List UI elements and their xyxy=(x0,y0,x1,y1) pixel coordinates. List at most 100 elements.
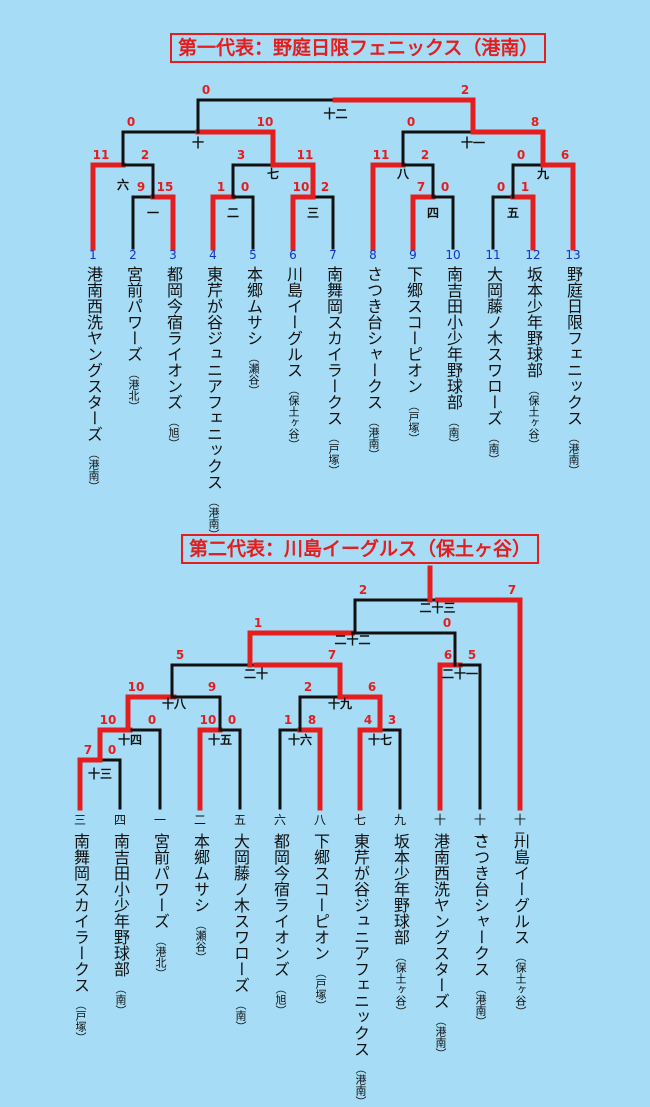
match-三-left-score: 10 xyxy=(293,180,310,194)
team-ward: （戸塚） xyxy=(407,400,420,444)
team-name: 東芹が谷ジュニアフェニックス xyxy=(351,833,370,1057)
team-ward: （旭） xyxy=(274,983,287,1016)
team-name: 港南西洗ヤングスターズ xyxy=(84,266,103,442)
bracket2-team-5-slot: 五 xyxy=(233,813,246,827)
team-ward: （南） xyxy=(447,416,460,449)
match-十八-number: 十八 xyxy=(162,696,187,711)
match-二-right-score: 0 xyxy=(241,180,249,194)
bracket1-team-1-name: 港南西洗ヤングスターズ （港南） xyxy=(84,266,103,492)
team-ward: （保土ヶ谷） xyxy=(287,384,300,450)
second-representative-banner: 第二代表：川島イーグルス（保土ヶ谷） xyxy=(181,534,540,564)
bracket2-team-6-name: 都岡今宿ライオンズ （旭） xyxy=(271,833,290,1016)
match-十四-left-score: 10 xyxy=(100,713,117,727)
match-十四-right-score: 0 xyxy=(148,713,156,727)
match-六-right-score: 2 xyxy=(141,148,149,162)
team-ward: （保土ヶ谷） xyxy=(394,951,407,1017)
team-ward: （港南） xyxy=(207,496,220,540)
match-七-number: 七 xyxy=(267,167,279,181)
bracket1-team-10-name: 南吉田小少年野球部 （南） xyxy=(444,266,463,449)
team-ward: （旭） xyxy=(167,416,180,449)
match-四-left-score: 7 xyxy=(417,180,425,194)
match-三-number: 三 xyxy=(307,206,319,220)
bracket2-team-9-slot: 九 xyxy=(393,813,406,827)
match-十一-right-score: 8 xyxy=(531,115,539,129)
bracket1-team-12-name: 坂本少年野球部 （保土ヶ谷） xyxy=(524,266,543,450)
match-十-number: 十 xyxy=(192,135,204,150)
match-十-left-score: 0 xyxy=(127,115,135,129)
match-二十二-number: 二十二 xyxy=(334,632,370,647)
bracket1-team-2-seed: 2 xyxy=(129,248,137,262)
team-name: 南吉田小少年野球部 xyxy=(444,266,463,410)
match-十二-right-score: 2 xyxy=(461,83,469,97)
match-二十一-left-score: 6 xyxy=(444,648,452,662)
team-name: 東芹が谷ジュニアフェニックス xyxy=(204,266,223,490)
match-十-right-score: 10 xyxy=(257,115,274,129)
team-ward: （保土ヶ谷） xyxy=(514,951,527,1017)
team-name: 大岡藤ノ木スワローズ xyxy=(231,833,250,993)
match-十二-number: 十二 xyxy=(323,106,347,121)
bracket1-team-12-seed: 12 xyxy=(525,248,541,262)
bracket1-team-6-name: 川島イーグルス （保土ヶ谷） xyxy=(284,266,303,450)
match-二十一-number: 二十一 xyxy=(442,666,478,681)
match-二十一-right-score: 5 xyxy=(468,648,476,662)
team-ward: （瀬谷） xyxy=(247,352,260,396)
match-九-left-score: 0 xyxy=(517,148,525,162)
bracket2-team-7-slot: 八 xyxy=(313,813,326,827)
team-name: 野庭日限フェニックス xyxy=(564,266,583,426)
team-name: 下郷スコーピオン xyxy=(404,266,423,394)
match-五-right-score: 1 xyxy=(521,180,529,194)
match-十一-number: 十一 xyxy=(461,135,485,150)
bracket2-team-5-name: 大岡藤ノ木スワローズ （南） xyxy=(231,833,250,1032)
team-name: 都岡今宿ライオンズ xyxy=(271,833,290,977)
match-十五-left-score: 10 xyxy=(200,713,217,727)
match-二十三-number: 二十三 xyxy=(419,600,455,615)
bracket2-team-12-name: 川島イーグルス （保土ヶ谷） xyxy=(511,833,530,1017)
team-ward: （南） xyxy=(234,999,247,1032)
bracket1-team-13-name: 野庭日限フェニックス （港南） xyxy=(564,266,583,476)
bracket1-team-10-seed: 10 xyxy=(445,248,461,262)
bracket1-team-8-seed: 8 xyxy=(369,248,377,262)
team-ward: （港南） xyxy=(367,416,380,460)
match-三-right-score: 2 xyxy=(321,180,329,194)
team-ward: （港北） xyxy=(127,368,140,412)
team-ward: （港南） xyxy=(354,1063,367,1107)
bracket2-team-4-slot: 二 xyxy=(193,813,206,827)
match-二十-right-score: 7 xyxy=(328,648,336,662)
bracket1-team-3-seed: 3 xyxy=(169,248,177,262)
team-name: 川島イーグルス xyxy=(284,266,303,378)
match-十五-right-score: 0 xyxy=(228,713,236,727)
team-name: 宮前パワーズ xyxy=(151,833,170,929)
bracket2-team-11-slot: 十一 xyxy=(473,813,486,844)
match-二十二-right-score: 0 xyxy=(443,616,451,630)
match-八-left-score: 11 xyxy=(373,148,390,162)
match-九-number: 九 xyxy=(536,166,549,181)
match-十三-number: 十三 xyxy=(88,766,112,781)
bracket1-team-4-seed: 4 xyxy=(209,248,217,262)
bracket2-team-10-name: 港南西洗ヤングスターズ （港南） xyxy=(431,833,450,1059)
bracket2-team-2-name: 南吉田小少年野球部 （南） xyxy=(111,833,130,1016)
bracket1-team-1-seed: 1 xyxy=(89,248,97,262)
match-十八-right-score: 9 xyxy=(208,680,216,694)
match-八-number: 八 xyxy=(396,167,410,181)
bracket2-team-3-name: 宮前パワーズ （港北） xyxy=(151,833,170,979)
match-二十-left-score: 5 xyxy=(176,648,184,662)
match-二-left-score: 1 xyxy=(217,180,225,194)
bracket2-team-2-slot: 四 xyxy=(113,813,126,827)
match-十四-number: 十四 xyxy=(118,732,142,747)
bracket1-team-7-name: 南舞岡スカイラークス （戸塚） xyxy=(324,266,343,476)
match-十九-number: 十九 xyxy=(328,696,352,711)
match-八-right-score: 2 xyxy=(421,148,429,162)
team-ward: （戸塚） xyxy=(314,967,327,1011)
team-name: 本郷ムサシ xyxy=(191,833,210,913)
team-name: 港南西洗ヤングスターズ xyxy=(431,833,450,1009)
team-ward: （瀬谷） xyxy=(194,919,207,963)
team-name: さつき台シャークス xyxy=(471,833,490,977)
bracket2-team-7-name: 下郷スコーピオン （戸塚） xyxy=(311,833,330,1011)
match-六-number: 六 xyxy=(117,177,129,192)
bracket1-team-3-name: 都岡今宿ライオンズ （旭） xyxy=(164,266,183,449)
bracket2-team-4-name: 本郷ムサシ （瀬谷） xyxy=(191,833,210,963)
match-二十-number: 二十 xyxy=(244,666,268,681)
team-name: 都岡今宿ライオンズ xyxy=(164,266,183,410)
team-name: 坂本少年野球部 xyxy=(524,266,543,378)
